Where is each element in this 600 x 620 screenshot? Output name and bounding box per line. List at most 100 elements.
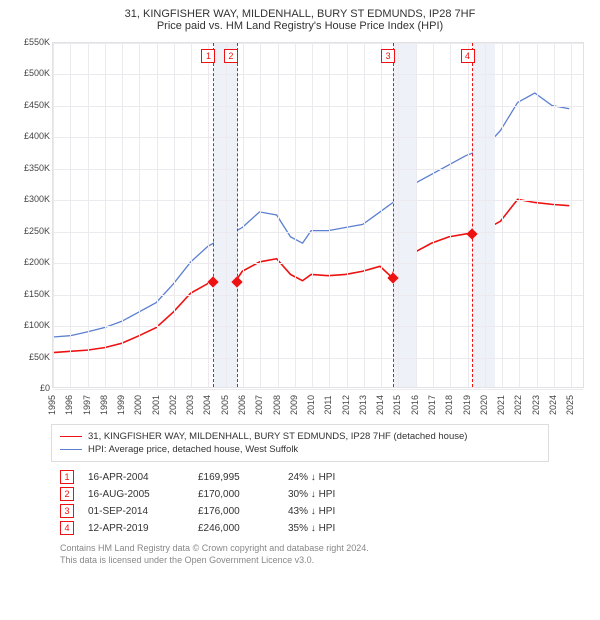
legend-label: HPI: Average price, detached house, West…: [88, 444, 298, 455]
gridline-v: [208, 43, 209, 387]
tx-index: 4: [60, 521, 74, 535]
gridline-v: [312, 43, 313, 387]
x-axis-label: 2005: [220, 395, 230, 415]
tx-index: 2: [60, 487, 74, 501]
x-axis-label: 2022: [513, 395, 523, 415]
legend: 31, KINGFISHER WAY, MILDENHALL, BURY ST …: [51, 424, 549, 462]
x-axis-label: 2014: [375, 395, 385, 415]
tx-price: £170,000: [198, 489, 288, 500]
tx-price: £246,000: [198, 523, 288, 534]
tx-price: £169,995: [198, 472, 288, 483]
tx-date: 16-APR-2004: [88, 472, 198, 483]
chart: 1234 £0£50K£100K£150K£200K£250K£300K£350…: [10, 38, 590, 418]
x-axis-label: 2019: [462, 395, 472, 415]
x-axis-label: 1997: [82, 395, 92, 415]
y-axis-label: £550K: [10, 37, 50, 47]
gridline-v: [88, 43, 89, 387]
y-axis-label: £300K: [10, 194, 50, 204]
x-axis-label: 1996: [64, 395, 74, 415]
x-axis-label: 2021: [496, 395, 506, 415]
tx-diff: 30% ↓ HPI: [288, 489, 388, 500]
x-axis-label: 2012: [341, 395, 351, 415]
gridline-v: [502, 43, 503, 387]
x-axis-label: 1999: [116, 395, 126, 415]
tx-diff: 24% ↓ HPI: [288, 472, 388, 483]
gridline-h: [53, 137, 583, 138]
y-axis-label: £350K: [10, 163, 50, 173]
transaction-row: 412-APR-2019£246,00035% ↓ HPI: [60, 521, 540, 535]
tx-index: 1: [60, 470, 74, 484]
tx-diff: 35% ↓ HPI: [288, 523, 388, 534]
x-axis-label: 2020: [479, 395, 489, 415]
tx-index: 3: [60, 504, 74, 518]
gridline-v: [278, 43, 279, 387]
x-axis-label: 2013: [358, 395, 368, 415]
gridline-v: [571, 43, 572, 387]
chart-subtitle: Price paid vs. HM Land Registry's House …: [10, 20, 590, 32]
gridline-v: [329, 43, 330, 387]
gridline-v: [139, 43, 140, 387]
highlight-band: [393, 43, 415, 387]
x-axis-label: 2024: [548, 395, 558, 415]
y-axis-label: £200K: [10, 257, 50, 267]
gridline-v: [554, 43, 555, 387]
tx-date: 16-AUG-2005: [88, 489, 198, 500]
x-axis-label: 2011: [323, 395, 333, 414]
y-axis-label: £400K: [10, 131, 50, 141]
footer-line-2: This data is licensed under the Open Gov…: [60, 555, 540, 567]
y-axis-label: £250K: [10, 226, 50, 236]
legend-swatch: [60, 449, 82, 450]
gridline-v: [450, 43, 451, 387]
x-axis-label: 2000: [133, 395, 143, 415]
gridline-v: [433, 43, 434, 387]
chart-title: 31, KINGFISHER WAY, MILDENHALL, BURY ST …: [10, 8, 590, 20]
transaction-row: 2 16-AUG-2005£170,00030% ↓ HPI: [60, 487, 540, 501]
y-axis-label: £150K: [10, 289, 50, 299]
x-axis-label: 1995: [47, 395, 57, 415]
gridline-h: [53, 295, 583, 296]
chart-lines: [53, 43, 583, 387]
gridline-v: [468, 43, 469, 387]
gridline-h: [53, 326, 583, 327]
x-axis-label: 2002: [168, 395, 178, 415]
gridline-v: [485, 43, 486, 387]
gridline-h: [53, 232, 583, 233]
x-axis-label: 2018: [444, 395, 454, 415]
gridline-v: [537, 43, 538, 387]
gridline-h: [53, 389, 583, 390]
plot-area: 1234: [52, 42, 584, 388]
gridline-v: [243, 43, 244, 387]
marker-line: [213, 43, 214, 387]
marker-label: 1: [201, 49, 215, 63]
y-axis-label: £50K: [10, 352, 50, 362]
transaction-row: 3 01-SEP-2014£176,00043% ↓ HPI: [60, 504, 540, 518]
y-axis-label: £450K: [10, 100, 50, 110]
x-axis-label: 2015: [392, 395, 402, 415]
footer-line-1: Contains HM Land Registry data © Crown c…: [60, 543, 540, 555]
footer-text: Contains HM Land Registry data © Crown c…: [60, 543, 540, 566]
marker-label: 2: [224, 49, 238, 63]
gridline-v: [157, 43, 158, 387]
marker-line: [472, 43, 473, 387]
gridline-v: [381, 43, 382, 387]
x-axis-label: 2003: [185, 395, 195, 415]
legend-swatch: [60, 436, 82, 437]
gridline-v: [347, 43, 348, 387]
x-axis-label: 2009: [289, 395, 299, 415]
tx-price: £176,000: [198, 506, 288, 517]
gridline-v: [295, 43, 296, 387]
gridline-h: [53, 263, 583, 264]
gridline-h: [53, 74, 583, 75]
gridline-v: [398, 43, 399, 387]
x-axis-label: 2008: [272, 395, 282, 415]
legend-label: 31, KINGFISHER WAY, MILDENHALL, BURY ST …: [88, 431, 467, 442]
tx-diff: 43% ↓ HPI: [288, 506, 388, 517]
x-axis-label: 2006: [237, 395, 247, 415]
y-axis-label: £100K: [10, 320, 50, 330]
gridline-v: [105, 43, 106, 387]
gridline-v: [416, 43, 417, 387]
gridline-v: [226, 43, 227, 387]
gridline-v: [260, 43, 261, 387]
tx-date: 01-SEP-2014: [88, 506, 198, 517]
x-axis-label: 2001: [151, 395, 161, 415]
